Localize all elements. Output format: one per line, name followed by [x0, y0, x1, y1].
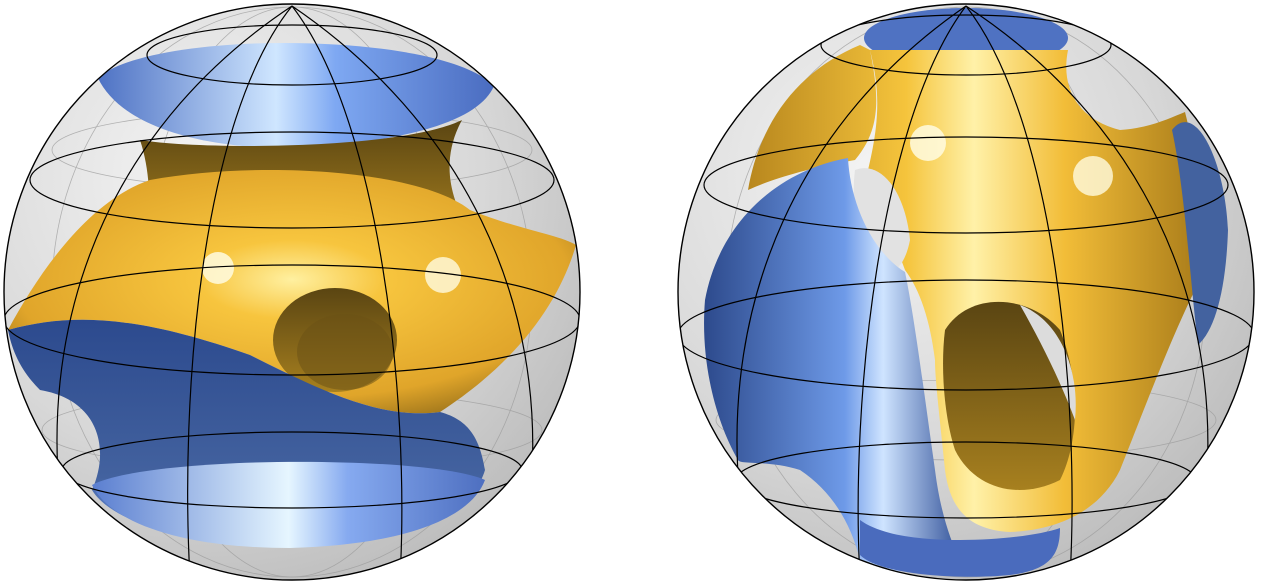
left-bottom-blue-cap — [92, 461, 485, 548]
right-tube-hole — [943, 301, 1075, 490]
right-front-grid — [678, 5, 1254, 579]
right-sphere-panel — [677, 3, 1255, 581]
right-blue-tube — [704, 158, 960, 572]
right-bottom-blue — [860, 520, 1060, 577]
left-sphere-panel — [3, 3, 581, 581]
left-gold-saddle — [8, 170, 576, 414]
right-sphere-outline — [677, 3, 1255, 581]
left-sphere-outline — [3, 3, 581, 581]
right-blue-sliver — [1172, 122, 1228, 345]
left-front-grid — [4, 5, 580, 579]
left-top-blue-cap — [98, 42, 494, 149]
